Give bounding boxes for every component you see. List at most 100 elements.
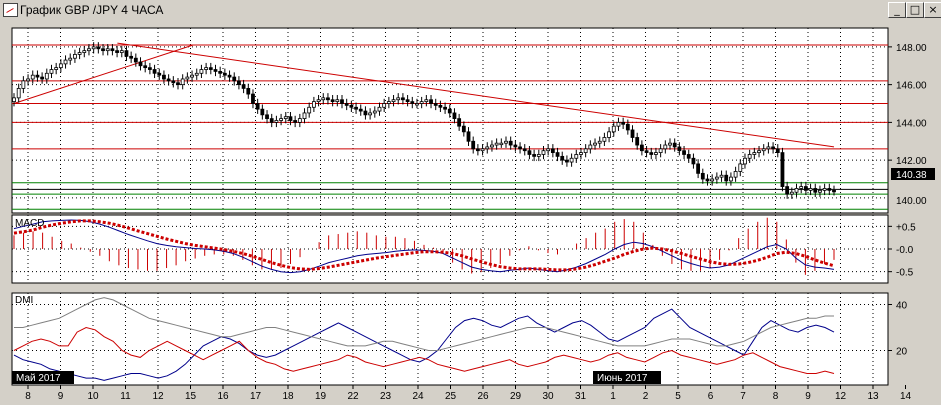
candle-body bbox=[785, 186, 790, 195]
x-tick-label: 10 bbox=[87, 391, 99, 402]
macd-tick-label: -0.0 bbox=[896, 245, 914, 256]
candle-body bbox=[794, 188, 799, 193]
candle-body bbox=[124, 50, 129, 57]
minimize-button[interactable]: _ bbox=[888, 2, 906, 18]
candle-body bbox=[471, 140, 476, 150]
trendline bbox=[117, 42, 835, 148]
dmi-minus-line bbox=[13, 326, 835, 374]
candle-body bbox=[513, 144, 518, 148]
maximize-button[interactable]: □ bbox=[906, 2, 924, 18]
current-price-label: 140.38 bbox=[891, 168, 935, 181]
candle-body bbox=[265, 114, 269, 120]
candle-body bbox=[654, 152, 658, 155]
candle-body bbox=[391, 99, 396, 103]
candle-body bbox=[354, 106, 358, 110]
x-tick-label: 25 bbox=[445, 391, 457, 402]
candle-body bbox=[522, 148, 527, 152]
x-tick-label: 6 bbox=[708, 391, 714, 402]
candle-body bbox=[63, 59, 68, 65]
window-title: График GBP /JPY 4 ЧАСА bbox=[20, 3, 164, 17]
candle-body bbox=[180, 78, 185, 86]
candle-body bbox=[340, 99, 344, 104]
candle-body bbox=[490, 144, 494, 148]
candle-body bbox=[546, 148, 551, 152]
candle-body bbox=[87, 48, 91, 52]
x-tick-label: 11 bbox=[120, 391, 131, 402]
candle-body bbox=[316, 99, 321, 103]
candle-body bbox=[297, 118, 302, 123]
price-axis: 148.00 146.00 144.00 142.00 140.00 bbox=[888, 43, 927, 207]
candle-body bbox=[602, 137, 607, 142]
price-levels bbox=[12, 42, 888, 210]
candle-body bbox=[560, 155, 565, 161]
x-tick-label: 7 bbox=[740, 391, 746, 402]
candle-body bbox=[115, 50, 119, 53]
dmi-label: DMI bbox=[15, 295, 33, 306]
candle-body bbox=[757, 150, 761, 153]
candle-body bbox=[527, 150, 532, 155]
candle-body bbox=[386, 101, 391, 104]
macd-label: MACD bbox=[15, 218, 44, 229]
candle-body bbox=[597, 140, 602, 144]
candle-body bbox=[119, 50, 124, 53]
candle-body bbox=[129, 55, 134, 59]
window-titlebar: График GBP /JPY 4 ЧАСА _ □ × bbox=[0, 0, 941, 21]
candle-body bbox=[714, 176, 719, 180]
candle-body bbox=[415, 103, 419, 106]
candle-body bbox=[700, 172, 705, 180]
month-label-may: Май 2017 bbox=[16, 373, 61, 384]
candle-body bbox=[813, 188, 818, 193]
candle-body bbox=[705, 178, 710, 182]
candle-body bbox=[724, 174, 729, 182]
candle-body bbox=[344, 103, 349, 106]
candle-body bbox=[672, 142, 677, 148]
dmi-tick-label: 40 bbox=[896, 301, 908, 312]
candle-body bbox=[682, 150, 686, 155]
candle-body bbox=[54, 67, 59, 70]
candle-body bbox=[565, 159, 569, 163]
month-label-june-bg bbox=[593, 371, 661, 384]
candle-body bbox=[457, 118, 462, 127]
candle-body bbox=[35, 74, 40, 78]
x-tick-label: 29 bbox=[510, 391, 522, 402]
candle-body bbox=[771, 146, 775, 150]
candle-body bbox=[307, 106, 312, 114]
candle-body bbox=[447, 108, 452, 114]
candle-body bbox=[485, 146, 490, 150]
candle-body bbox=[827, 188, 832, 191]
candle-body bbox=[532, 154, 537, 157]
x-tick-label: 31 bbox=[575, 391, 587, 402]
macd-line bbox=[13, 219, 835, 274]
candle-body bbox=[77, 52, 82, 55]
candle-body bbox=[73, 54, 77, 59]
chart-area[interactable]: 148.00 146.00 144.00 142.00 140.00 140.38 +0… bbox=[0, 20, 941, 405]
current-price: 140.38 bbox=[896, 170, 927, 181]
candle-body bbox=[44, 72, 49, 80]
candle-body bbox=[508, 140, 513, 146]
candle-body bbox=[246, 88, 251, 95]
candle-body bbox=[832, 189, 836, 193]
candle-body bbox=[110, 48, 115, 52]
candle-body bbox=[255, 103, 260, 110]
close-button[interactable]: × bbox=[924, 2, 941, 18]
candle-body bbox=[550, 148, 555, 153]
candle-body bbox=[21, 80, 26, 89]
candle-body bbox=[644, 150, 649, 153]
candle-body bbox=[190, 74, 194, 78]
candle-body bbox=[171, 80, 176, 84]
candle-body bbox=[443, 106, 447, 110]
x-tick-label: 9 bbox=[58, 391, 64, 402]
candle-body bbox=[49, 69, 54, 74]
candle-body bbox=[799, 186, 804, 189]
candle-body bbox=[237, 80, 241, 86]
candle-body bbox=[82, 50, 87, 53]
candle-body bbox=[321, 97, 326, 101]
candle-body bbox=[499, 142, 504, 146]
candle-body bbox=[569, 157, 574, 163]
candle-body bbox=[668, 142, 672, 146]
candle-body bbox=[775, 148, 780, 153]
candle-body bbox=[733, 171, 738, 178]
candle-body bbox=[518, 146, 522, 150]
adx-line bbox=[14, 297, 834, 351]
candle-body bbox=[176, 82, 180, 86]
